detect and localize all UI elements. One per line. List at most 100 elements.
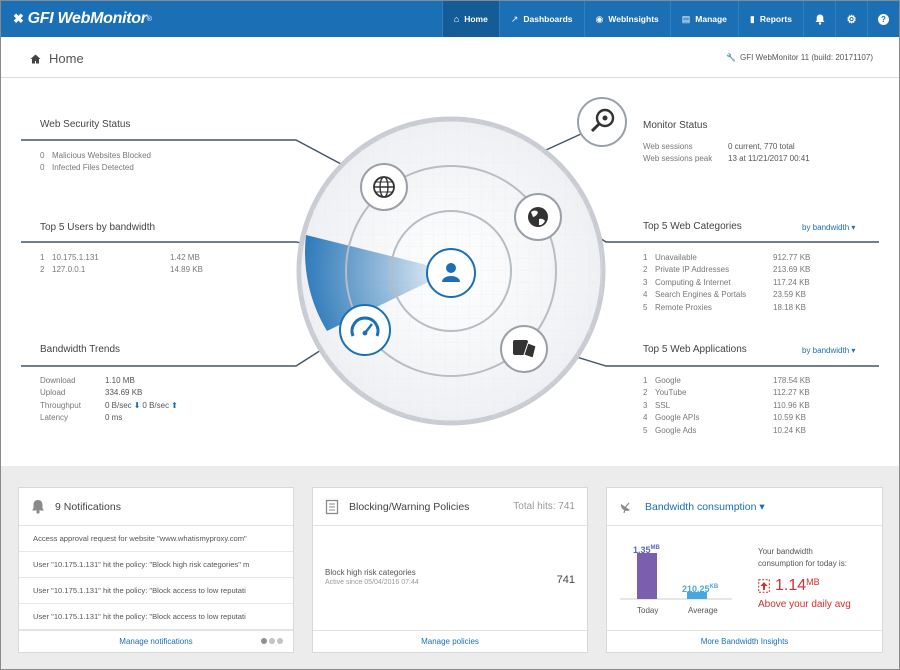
notifications-header: 9 Notifications xyxy=(19,488,293,526)
app-logo[interactable]: ✖ GFI WebMonitor ® xyxy=(1,1,152,37)
app-name[interactable]: Google Ads xyxy=(655,425,697,435)
trend-label: Throughput xyxy=(40,400,81,410)
manage-notifications-link[interactable]: Manage notifications xyxy=(19,630,293,652)
notification-item[interactable]: User "10.175.1.131" hit the policy: "Blo… xyxy=(19,604,293,630)
rank: 1 xyxy=(643,253,648,262)
category-name[interactable]: Computing & Internet xyxy=(655,277,731,287)
today-bar xyxy=(637,553,657,599)
category-name[interactable]: Remote Proxies xyxy=(655,302,712,312)
monitor-value: 0 current, 770 total xyxy=(728,142,795,151)
app-name[interactable]: Google APIs xyxy=(655,413,700,423)
trend-label: Download xyxy=(40,376,76,385)
main-nav: ⌂ Home ↗ Dashboards ◉ WebInsights ▤ Mana… xyxy=(441,1,899,37)
build-text: GFI WebMonitor 11 (build: 20171107) xyxy=(740,53,873,62)
throughput-down: 0 B/sec xyxy=(105,400,132,410)
category-name[interactable]: Private IP Addresses xyxy=(655,265,730,275)
nav-home[interactable]: ⌂ Home xyxy=(441,1,499,37)
trademark-mark: ® xyxy=(146,15,152,23)
rank: 5 xyxy=(643,425,648,435)
today-unit: MB xyxy=(650,545,660,551)
page-header: Home 🔧 GFI WebMonitor 11 (build: 20171107… xyxy=(1,37,899,78)
web-security-title: Web Security Status xyxy=(40,119,131,130)
bandwidth-dropdown[interactable]: Bandwidth consumption ▾ xyxy=(645,500,765,513)
nav-dashboards[interactable]: ↗ Dashboards xyxy=(498,1,584,37)
list-item: 3 Computing & Internet 117.24 KB xyxy=(643,277,810,289)
rank: 2 xyxy=(643,265,648,275)
eye-icon: ◉ xyxy=(595,13,604,24)
bandwidth-delta: 1.14 MB xyxy=(758,577,820,595)
monitor-label: Web sessions xyxy=(643,142,693,151)
user-name[interactable]: 127.0.0.1 xyxy=(52,265,86,275)
nav-webinsights[interactable]: ◉ WebInsights xyxy=(583,1,670,37)
trend-value: 1.10 MB xyxy=(105,376,135,385)
app-value: 10.24 KB xyxy=(773,425,806,435)
user-name[interactable]: 10.175.1.131 xyxy=(52,253,99,262)
policy-row[interactable]: Block high risk categories Active since … xyxy=(325,568,575,586)
radar-graphic xyxy=(21,97,879,426)
list-item: 1 10.175.1.131 1.42 MB xyxy=(40,252,203,264)
nav-manage[interactable]: ▤ Manage xyxy=(669,1,738,37)
manage-policies-link[interactable]: Manage policies xyxy=(313,630,587,652)
notifications-bell-button[interactable] xyxy=(803,1,835,37)
gear-icon: ⚙ xyxy=(846,13,857,26)
web-security-stats: 0 Malicious Websites Blocked 0 Infected Fi… xyxy=(40,150,151,175)
app-title: GFI WebMonitor xyxy=(27,10,147,27)
list-item: 2 Private IP Addresses 213.69 KB xyxy=(643,264,810,276)
list-item: 4 Google APIs 10.59 KB xyxy=(643,412,810,424)
app-value: 178.54 KB xyxy=(773,376,811,385)
average-label: Average xyxy=(688,606,718,615)
rank: 3 xyxy=(643,400,648,410)
categories-sort-dropdown[interactable]: by bandwidth ▾ xyxy=(802,223,856,232)
average-value: 210.25 xyxy=(682,584,710,594)
monitor-value: 13 at 11/21/2017 00:41 xyxy=(728,154,810,164)
monitor-row: Web sessions peak 13 at 11/21/2017 00:41 xyxy=(643,153,810,165)
list-item: 4 Search Engines & Portals 23.59 KB xyxy=(643,289,810,301)
top-apps-title: Top 5 Web Applications xyxy=(643,344,747,355)
notification-item[interactable]: User "10.175.1.131" hit the policy: "Blo… xyxy=(19,578,293,604)
pagination-dots[interactable] xyxy=(261,638,283,644)
nav-reports-label: Reports xyxy=(759,14,792,24)
nav-manage-label: Manage xyxy=(695,14,727,24)
page-dot[interactable] xyxy=(261,638,267,644)
wrench-icon: 🔧 xyxy=(726,53,737,62)
stat-row: 0 Infected Files Detected xyxy=(40,162,151,174)
app-name[interactable]: YouTube xyxy=(655,388,687,398)
apps-sort-dropdown[interactable]: by bandwidth ▾ xyxy=(802,346,856,355)
policies-title: Blocking/Warning Policies xyxy=(349,500,470,513)
apps-node xyxy=(500,325,548,373)
stat-count: 0 xyxy=(40,163,45,173)
page-dot[interactable] xyxy=(277,638,283,644)
category-name[interactable]: Unavailable xyxy=(655,253,697,262)
notification-item[interactable]: Access approval request for website "www… xyxy=(19,526,293,552)
nav-reports[interactable]: ▮ Reports xyxy=(737,1,803,37)
delta-value: 1.14 xyxy=(775,577,807,594)
help-button[interactable]: ? xyxy=(867,1,899,37)
rank: 5 xyxy=(643,302,648,312)
home-icon xyxy=(30,54,41,63)
page-dot[interactable] xyxy=(269,638,275,644)
top-navigation-bar: ✖ GFI WebMonitor ® ⌂ Home ↗ Dashboards ◉… xyxy=(1,1,899,37)
app-name[interactable]: SSL xyxy=(655,400,671,410)
stat-label: Infected Files Detected xyxy=(52,163,134,173)
summary-line-1: Your bandwidth xyxy=(758,547,813,556)
top-users-list: 1 10.175.1.131 1.42 MB 2 127.0.0.1 14.89 KB xyxy=(40,252,203,277)
more-bandwidth-insights-link[interactable]: More Bandwidth Insights xyxy=(607,630,882,652)
app-value: 112.27 KB xyxy=(773,388,810,398)
bandwidth-bar-chart xyxy=(620,553,732,600)
app-value: 110.96 KB xyxy=(773,400,810,410)
nav-webinsights-label: WebInsights xyxy=(608,14,659,24)
trend-value: 0 ms xyxy=(105,413,123,423)
home-dashboard: Web Security Status 0 Malicious Websites … xyxy=(1,78,899,466)
settings-button[interactable]: ⚙ xyxy=(835,1,867,37)
policies-total-hits: Total hits: 741 xyxy=(513,501,575,512)
list-item: 5 Google Ads 10.24 KB xyxy=(643,425,810,437)
app-name[interactable]: Google xyxy=(655,376,681,385)
rank: 1 xyxy=(643,376,648,385)
document-icon xyxy=(325,499,339,514)
category-name[interactable]: Search Engines & Portals xyxy=(655,290,747,300)
rank: 3 xyxy=(643,277,648,287)
list-item: 1 Google 178.54 KB xyxy=(643,375,810,387)
notification-item[interactable]: User "10.175.1.131" hit the policy: "Blo… xyxy=(19,552,293,578)
chart-icon: ↗ xyxy=(510,13,519,24)
category-value: 912.77 KB xyxy=(773,253,811,262)
